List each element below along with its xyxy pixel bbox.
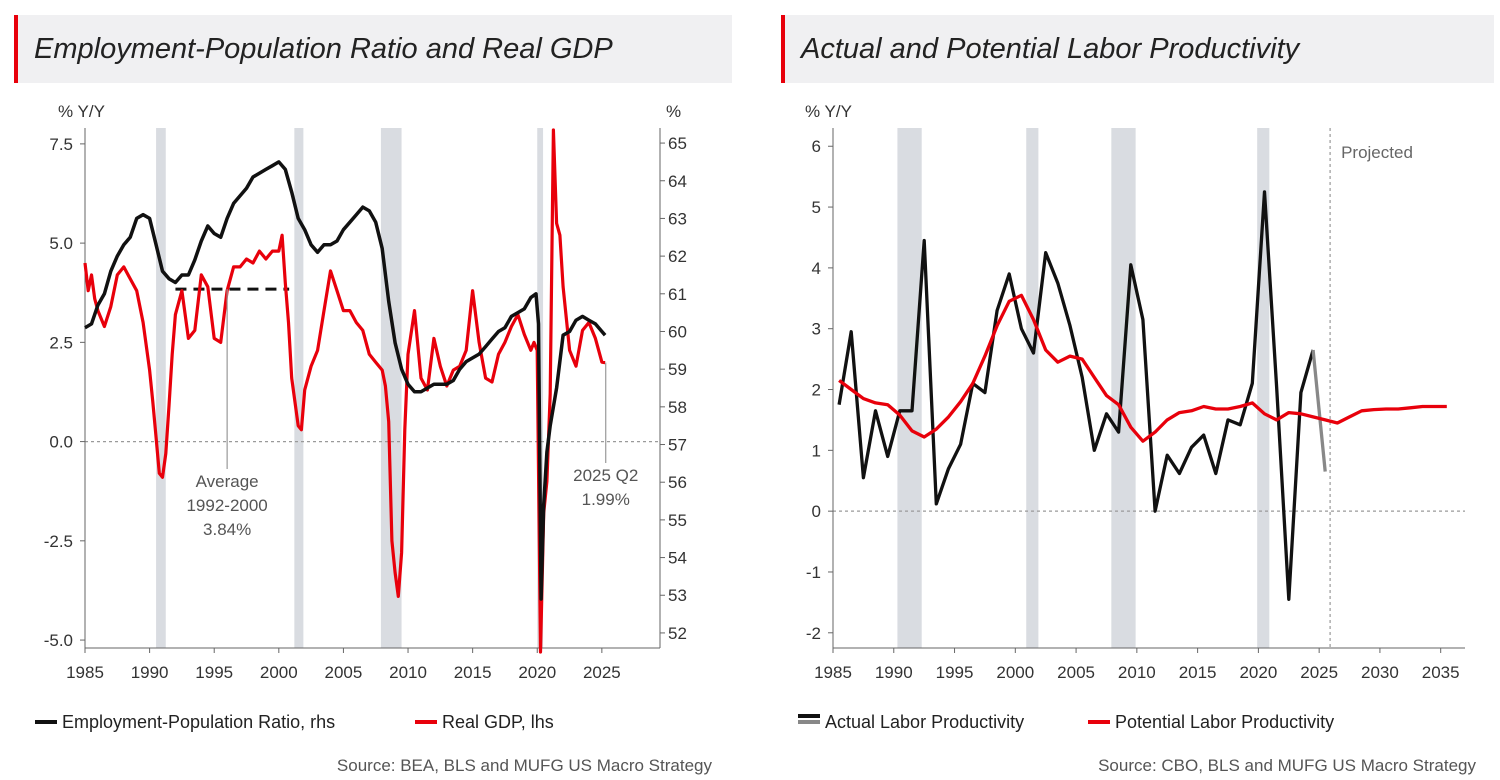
y-right-tick-label: 60 [668, 322, 687, 341]
x-tick-label: 1995 [195, 663, 233, 682]
real-gdp-line [83, 128, 606, 654]
left-axis-label: % Y/Y [58, 102, 105, 121]
recession-band-2 [1111, 128, 1136, 648]
annotation-text-1: 2025 Q2 [573, 466, 638, 485]
x-tick-label: 2015 [454, 663, 492, 682]
y-left-tick-label: -2.5 [44, 532, 73, 551]
x-tick-label: 1990 [875, 663, 913, 682]
recession-band-2 [380, 128, 402, 648]
x-tick-label: 2025 [583, 663, 621, 682]
y-tick-label: 6 [812, 137, 821, 156]
y-tick-label: -1 [806, 563, 821, 582]
annotation-text-0: 3.84% [203, 520, 251, 539]
y-right-tick-label: 58 [668, 398, 687, 417]
recession-band-0 [156, 128, 166, 648]
y-left-tick-label: 0.0 [49, 433, 73, 452]
chart1-title-bar: Employment-Population Ratio and Real GDP [14, 15, 732, 83]
chart2-title-bar: Actual and Potential Labor Productivity [781, 15, 1494, 83]
y-right-tick-label: 55 [668, 511, 687, 530]
x-tick-label: 2030 [1361, 663, 1399, 682]
potential-labor-productivity-line [838, 293, 1447, 443]
x-tick-label: 2025 [1300, 663, 1338, 682]
y-right-tick-label: 65 [668, 134, 687, 153]
x-tick-label: 2010 [1118, 663, 1156, 682]
chart1-employment-gdp: % Y/Y % 7.5 5.0 2.5 0.0 -2.5 -5.0 65 64 63 62 61 60 59… [35, 102, 687, 732]
y-right-tick-label: 52 [668, 624, 687, 643]
x-tick-label: 1985 [814, 663, 852, 682]
x-tick-label: 2035 [1422, 663, 1460, 682]
x-tick-label: 2005 [1057, 663, 1095, 682]
x-tick-label: 2020 [1239, 663, 1277, 682]
recession-band-1 [294, 128, 304, 648]
legend-label-0: Employment-Population Ratio, rhs [62, 712, 335, 732]
x-tick-label: 2000 [996, 663, 1034, 682]
chart1-title: Employment-Population Ratio and Real GDP [34, 33, 613, 65]
x-tick-label: 2020 [518, 663, 556, 682]
y-tick-label: 3 [812, 320, 821, 339]
recession-band-0 [897, 128, 922, 648]
annotation-text-1: 1.99% [582, 490, 630, 509]
actual-labor-productivity-line [837, 190, 1315, 601]
chart1-source: Source: BEA, BLS and MUFG US Macro Strat… [336, 756, 712, 775]
chart2-source: Source: CBO, BLS and MUFG US Macro Strat… [1098, 756, 1476, 775]
y-tick-label: 0 [812, 502, 821, 521]
x-tick-label: 2010 [389, 663, 427, 682]
legend-label-0: Actual Labor Productivity [825, 712, 1024, 732]
x-tick-label: 1990 [131, 663, 169, 682]
chart2-title: Actual and Potential Labor Productivity [801, 33, 1300, 65]
y-right-tick-label: 53 [668, 586, 687, 605]
y-right-tick-label: 63 [668, 209, 687, 228]
y-left-tick-label: 5.0 [49, 234, 73, 253]
chart2-labor-productivity: Projected % Y/Y 6 5 4 3 2 1 0 -1 -2 1985 1990 1995 20… [798, 102, 1465, 732]
actual-labor-productivity-latest-line [1311, 349, 1327, 472]
x-tick-label: 1995 [936, 663, 974, 682]
y-left-tick-label: -5.0 [44, 631, 73, 650]
x-tick-label: 2005 [325, 663, 363, 682]
y-right-tick-label: 64 [668, 172, 687, 191]
right-axis-label: % [666, 102, 681, 121]
employment-population-ratio-line [84, 160, 607, 601]
x-tick-label: 1985 [66, 663, 104, 682]
y-tick-label: 5 [812, 198, 821, 217]
x-tick-label: 2015 [1179, 663, 1217, 682]
y-tick-label: -2 [806, 624, 821, 643]
left-axis-label: % Y/Y [805, 102, 852, 121]
y-tick-label: 2 [812, 381, 821, 400]
y-tick-label: 1 [812, 441, 821, 460]
y-right-tick-label: 61 [668, 285, 687, 304]
y-right-tick-label: 57 [668, 436, 687, 455]
recession-band-1 [1026, 128, 1039, 648]
y-left-tick-label: 2.5 [49, 333, 73, 352]
x-tick-label: 2000 [260, 663, 298, 682]
y-right-tick-label: 54 [668, 549, 687, 568]
annotation-text-0: 1992-2000 [186, 496, 267, 515]
projected-label: Projected [1341, 143, 1413, 162]
y-right-tick-label: 59 [668, 360, 687, 379]
y-left-tick-label: 7.5 [49, 135, 73, 154]
y-right-tick-label: 56 [668, 473, 687, 492]
annotation-text-0: Average [196, 472, 259, 491]
y-tick-label: 4 [812, 259, 821, 278]
legend-label-1: Real GDP, lhs [442, 712, 554, 732]
y-right-tick-label: 62 [668, 247, 687, 266]
legend-label-1: Potential Labor Productivity [1115, 712, 1334, 732]
